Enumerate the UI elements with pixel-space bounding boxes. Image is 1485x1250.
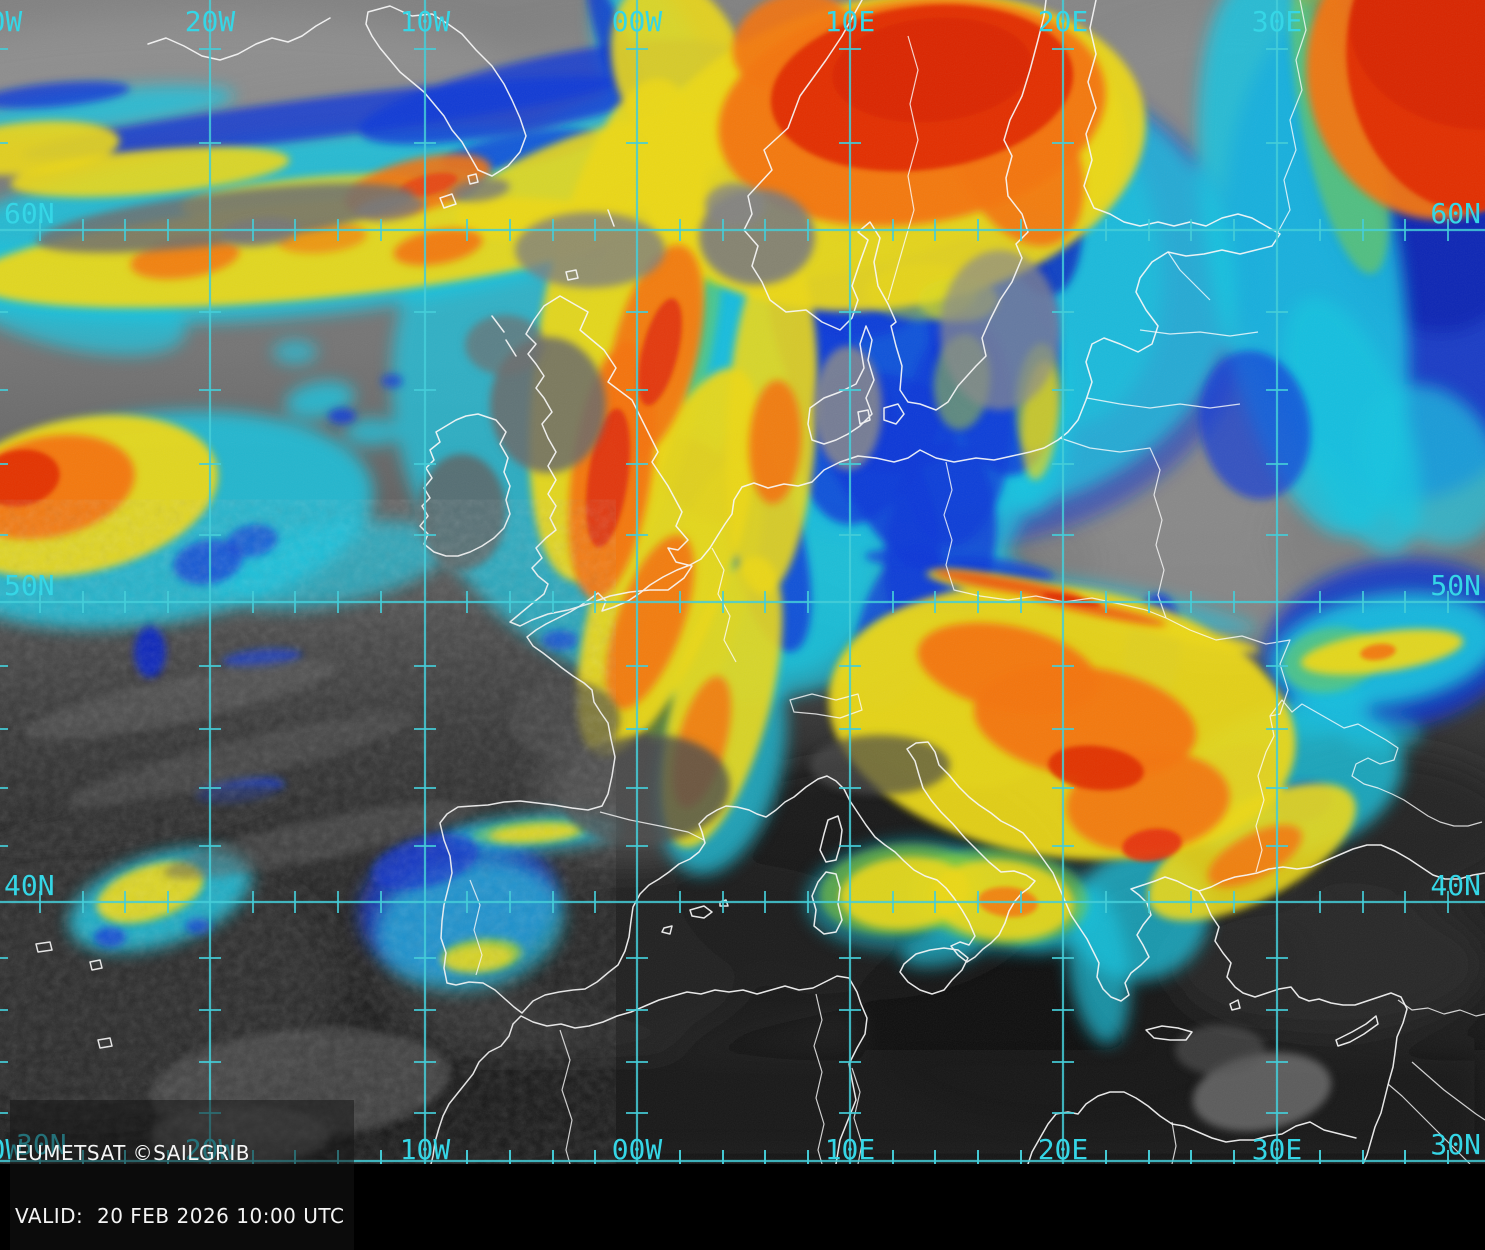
lon-label-top-30E: 30E xyxy=(1252,5,1303,38)
lon-label-top-30W: 30W xyxy=(0,5,22,38)
lon-label-bottom-20E: 20E xyxy=(1038,1133,1089,1164)
coordinate-grid: 30W30W20W20W10W10W00W00W10E10E20E20E30E3… xyxy=(0,0,1485,1164)
lat-label-right-50N: 50N xyxy=(1430,569,1481,602)
lon-label-top-10E: 10E xyxy=(825,5,876,38)
lon-label-top-10W: 10W xyxy=(400,5,451,38)
lat-label-right-60N: 60N xyxy=(1430,197,1481,230)
credit-valid-time: VALID: 20 FEB 2026 10:00 UTC xyxy=(15,1204,345,1228)
lat-label-left-60N: 60N xyxy=(4,197,55,230)
lon-label-top-20E: 20E xyxy=(1038,5,1089,38)
lon-label-top-00W: 00W xyxy=(612,5,663,38)
lat-label-right-40N: 40N xyxy=(1430,869,1481,902)
lon-label-bottom-00W: 00W xyxy=(612,1133,663,1164)
lon-label-bottom-10W: 10W xyxy=(400,1133,451,1164)
credit-overlay: EUMETSAT ©SAILGRIB VALID: 20 FEB 2026 10… xyxy=(10,1100,355,1250)
credit-source: EUMETSAT ©SAILGRIB xyxy=(15,1141,250,1165)
satellite-cloud-layer xyxy=(0,0,1485,1164)
lat-label-left-40N: 40N xyxy=(4,869,55,902)
lon-label-top-20W: 20W xyxy=(185,5,236,38)
lon-label-bottom-30E: 30E xyxy=(1252,1133,1303,1164)
lon-label-bottom-10E: 10E xyxy=(825,1133,876,1164)
lat-label-left-50N: 50N xyxy=(4,569,55,602)
lat-label-right-30N: 30N xyxy=(1430,1128,1481,1161)
grain-texture xyxy=(0,0,1485,1164)
